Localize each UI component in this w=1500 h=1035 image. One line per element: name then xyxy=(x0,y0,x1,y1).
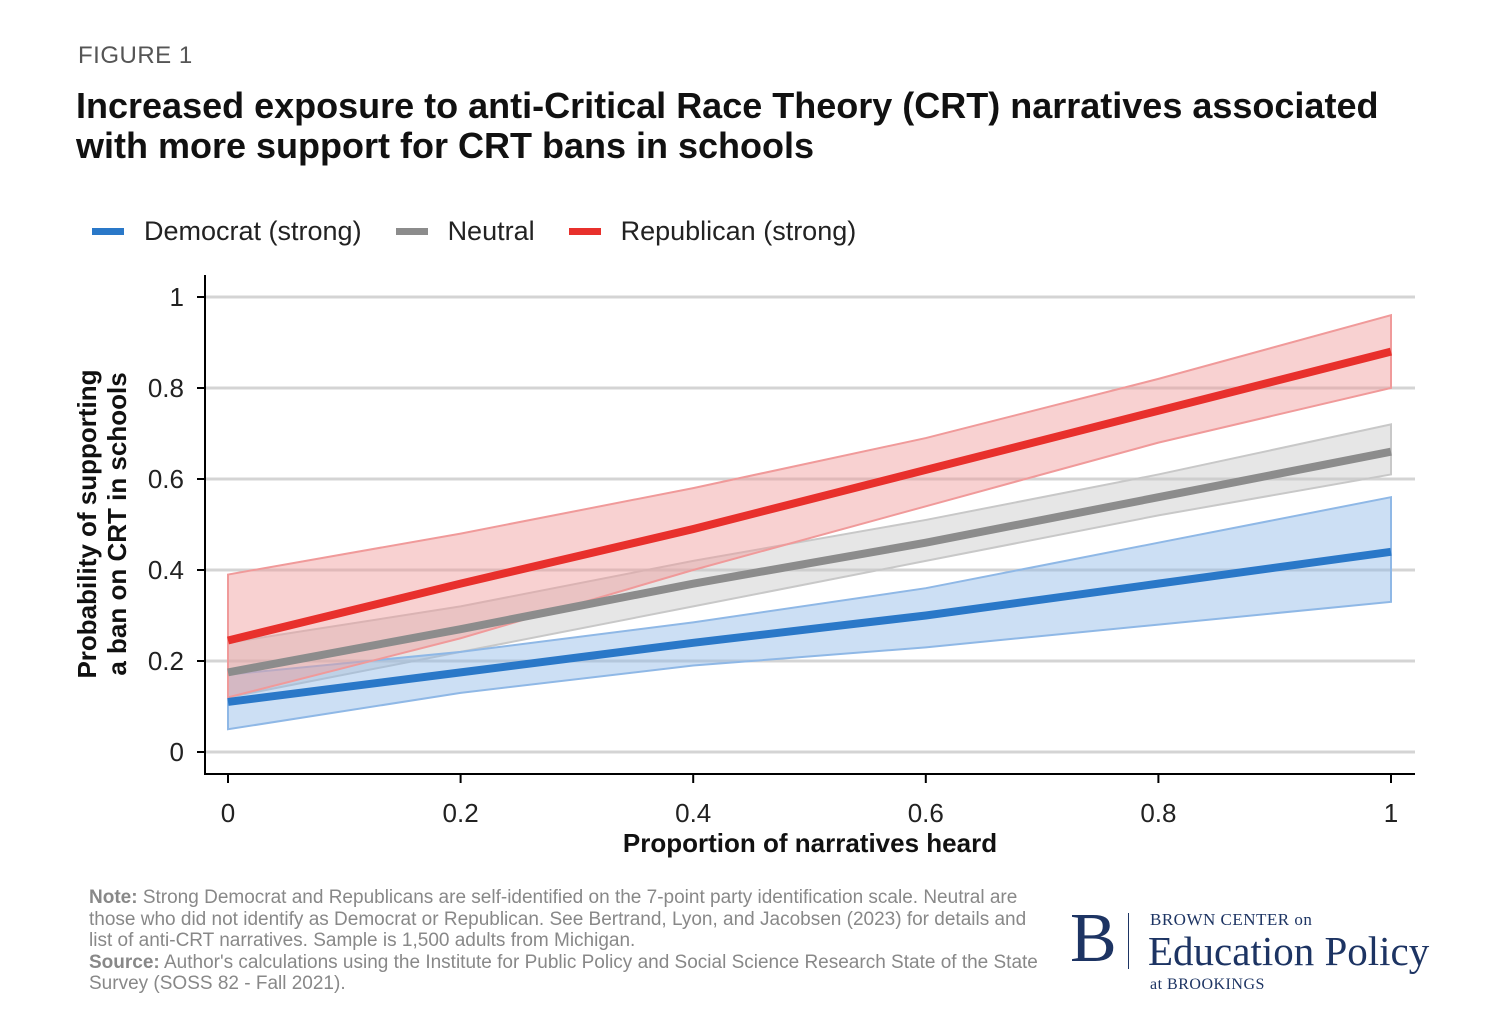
note-label: Note: xyxy=(89,887,138,908)
y-tick-label: 0.8 xyxy=(148,373,184,403)
y-axis-label: Probability of supporting xyxy=(72,369,102,678)
footnote: Note: Strong Democrat and Republicans ar… xyxy=(89,887,1049,995)
series-line-neutral xyxy=(227,447,1392,677)
legend-item-neutral: Neutral xyxy=(395,216,535,247)
x-tick-label: 0.6 xyxy=(908,798,944,828)
source-text: Author's calculations using the Institut… xyxy=(89,951,1038,995)
y-tick-label: 0 xyxy=(170,737,184,767)
legend-item-democrat: Democrat (strong) xyxy=(92,216,362,247)
logo-line3: at BROOKINGS xyxy=(1150,976,1265,993)
legend-swatch-democrat xyxy=(92,228,124,235)
legend-item-republican: Republican (strong) xyxy=(568,216,857,247)
logo-divider xyxy=(1128,913,1129,969)
logo-letter: B xyxy=(1070,900,1117,977)
y-tick-label: 0.2 xyxy=(148,646,184,676)
x-tick-label: 0.8 xyxy=(1140,798,1176,828)
legend: Democrat (strong) Neutral Republican (st… xyxy=(92,216,890,247)
x-axis-label: Proportion of narratives heard xyxy=(623,828,997,858)
source-label: Source: xyxy=(89,951,160,973)
logo-line2: Education Policy xyxy=(1148,928,1430,974)
figure-label: FIGURE 1 xyxy=(78,42,193,69)
ci-band-democrat xyxy=(227,495,1392,731)
y-tick-label: 1 xyxy=(170,282,184,312)
legend-label: Republican (strong) xyxy=(620,216,857,246)
legend-label: Democrat (strong) xyxy=(144,216,362,246)
x-tick-label: 1 xyxy=(1384,798,1398,828)
y-tick-label: 0.6 xyxy=(148,464,184,494)
x-tick-label: 0.4 xyxy=(675,798,711,828)
series-line-democrat xyxy=(227,547,1392,706)
note-text: Strong Democrat and Republicans are self… xyxy=(89,887,1027,951)
y-tick-label: 0.4 xyxy=(148,555,184,585)
chart-title: Increased exposure to anti-Critical Race… xyxy=(76,85,1379,166)
ci-band-republican xyxy=(227,313,1392,699)
x-tick-label: 0.2 xyxy=(443,798,479,828)
logo-line1: BROWN CENTER on xyxy=(1150,910,1313,929)
series-line-republican xyxy=(227,347,1392,645)
legend-swatch-neutral xyxy=(395,228,428,235)
x-tick-label: 0 xyxy=(221,798,235,828)
legend-label: Neutral xyxy=(447,216,535,246)
y-axis-label: a ban on CRT in schools xyxy=(102,372,132,675)
legend-swatch-republican xyxy=(568,228,601,235)
